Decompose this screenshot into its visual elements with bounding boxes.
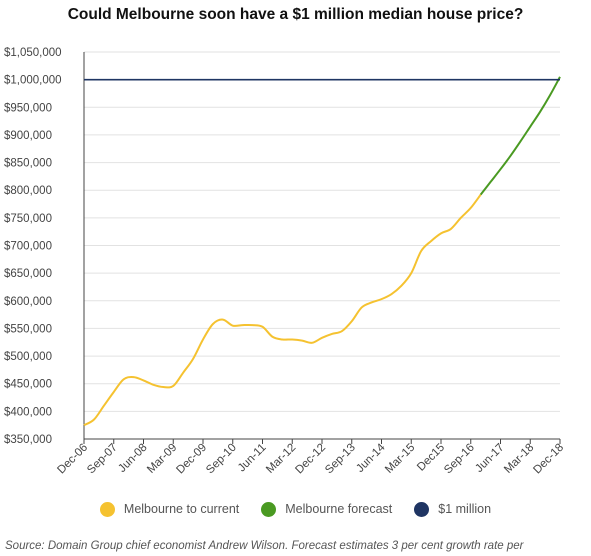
x-tick-label: Mar-12 (264, 442, 298, 476)
legend-item-million: $1 million (414, 501, 492, 517)
x-tick-label: Dec-18 (531, 442, 566, 477)
legend-item-current: Melbourne to current (99, 501, 240, 517)
grid-lines (84, 51, 560, 440)
y-tick-label: $950,000 (4, 102, 52, 114)
x-tick-label: Sep-10 (204, 442, 239, 477)
y-axis: $350,000 $400,000 $450,000 $500,000 $550,000… (4, 47, 62, 446)
y-tick-label: $1,050,000 (4, 47, 62, 59)
y-tick-label: $800,000 (4, 185, 52, 197)
y-tick-label: $750,000 (4, 213, 52, 225)
x-tick-label: Dec-09 (174, 442, 209, 477)
y-tick-label: $400,000 (4, 406, 52, 418)
y-tick-label: $500,000 (4, 351, 52, 363)
x-axis: Dec-06Sep-07Jun-08Mar-09Dec-09Sep-10Jun-… (55, 52, 566, 476)
x-tick-label: Mar-09 (145, 442, 179, 476)
x-tick-label: Sep-07 (85, 442, 120, 477)
series-lines (83, 76, 561, 427)
y-tick-label: $600,000 (4, 296, 52, 308)
y-tick-label: $900,000 (4, 130, 52, 142)
x-tick-label: Dec-06 (55, 442, 90, 477)
legend-swatch-million (414, 501, 430, 517)
legend-item-forecast: Melbourne forecast (261, 501, 393, 517)
y-tick-label: $550,000 (4, 323, 52, 335)
x-tick-label: Mar-15 (383, 442, 417, 476)
legend-swatch-forecast (261, 501, 277, 517)
y-tick-label: $850,000 (4, 158, 52, 170)
y-tick-label: $450,000 (4, 379, 52, 391)
series-line-forecast (479, 76, 561, 196)
legend: Melbourne to current Melbourne forecast … (0, 499, 591, 519)
x-tick-label: Jun-17 (473, 442, 506, 475)
x-tick-label: Jun-11 (236, 442, 269, 475)
x-tick-label: Jun-14 (354, 441, 388, 475)
y-tick-label: $350,000 (4, 434, 52, 446)
x-tick-label: Sep-13 (323, 442, 358, 477)
x-tick-label: Dec-12 (293, 442, 328, 477)
legend-label-million: $1 million (438, 502, 492, 516)
y-tick-label: $1,000,000 (4, 75, 62, 87)
x-tick-label: Jun-08 (116, 442, 149, 475)
y-tick-label: $700,000 (4, 241, 52, 253)
legend-label-current: Melbourne to current (123, 502, 240, 516)
x-tick-label: Sep-16 (442, 442, 477, 477)
series-line-current (83, 194, 482, 427)
source-note: Source: Domain Group chief economist And… (5, 540, 524, 552)
legend-swatch-current (99, 501, 115, 517)
y-tick-label: $650,000 (4, 268, 52, 280)
legend-label-forecast: Melbourne forecast (285, 502, 393, 516)
x-tick-label: Mar-18 (502, 442, 536, 476)
chart-title: Could Melbourne soon have a $1 million m… (67, 6, 524, 23)
